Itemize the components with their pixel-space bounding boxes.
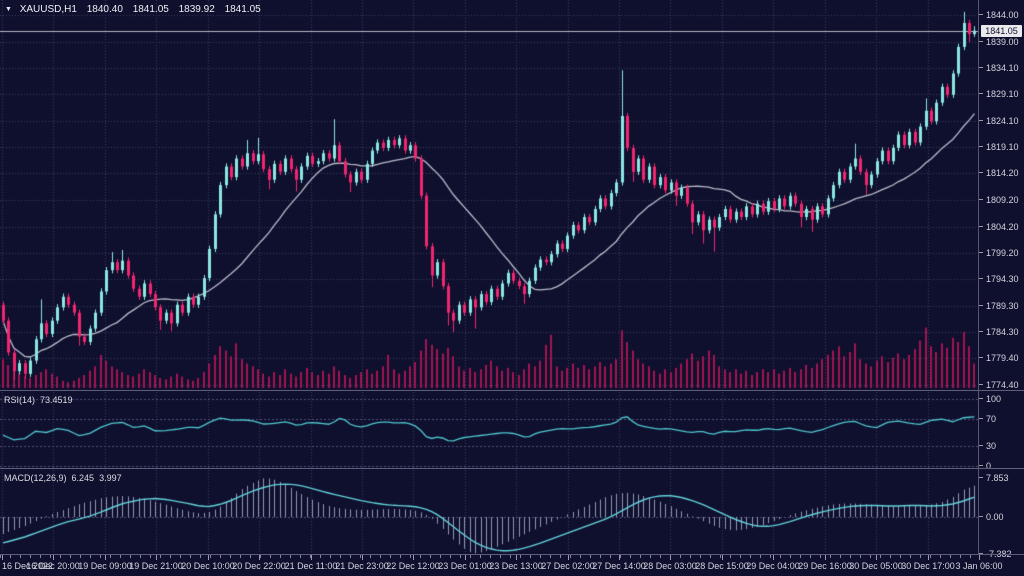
time-axis-tick [2,555,3,560]
time-axis-tick [619,555,620,560]
ohlc-close-value: 1841.05 [224,4,261,15]
rsi-panel-canvas[interactable] [0,392,978,468]
panel-separator-main-rsi[interactable] [0,390,1024,391]
rsi-value: 73.4519 [40,395,73,405]
time-axis-label: 30 Dec 17:00 [901,561,955,571]
time-axis-label: 3 Jan 06:00 [955,561,1003,571]
time-axis-tick [465,555,466,560]
time-axis-label: 19 Dec 21:00 [129,561,183,571]
symbol-marker-icon: ▼ [5,6,12,13]
price-axis-label: 1799.20 [979,248,1019,258]
time-axis-tick [53,555,54,560]
rsi-axis-label: 30 [979,441,996,451]
time-axis[interactable]: 16 Dec 2022 16 Dec 20:00 19 Dec 09:00 19 De… [0,555,1024,576]
time-axis-label: 23 Dec 13:00 [489,561,543,571]
time-axis-label: 22 Dec 12:00 [386,561,440,571]
time-axis-label: 30 Dec 05:00 [849,561,903,571]
macd-signal-value: 3.997 [99,473,122,483]
macd-main-value: 6.245 [71,473,95,483]
price-axis-label: 1829.10 [979,89,1019,99]
price-axis-label: 1844.00 [979,10,1019,20]
time-axis-label: 20 Dec 10:00 [181,561,235,571]
rsi-axis-label: 100 [979,394,1001,404]
time-axis-label: 29 Dec 04:00 [746,561,800,571]
time-axis-label: 27 Dec 14:00 [592,561,646,571]
time-axis-tick [568,555,569,560]
price-axis-label: 1779.40 [979,353,1019,363]
ohlc-low-value: 1839.92 [178,4,215,15]
time-axis-label: 21 Dec 23:00 [335,561,389,571]
price-axis[interactable]: 1844.00 1839.00 1834.10 1829.10 1824.10 1819.… [978,0,1024,559]
time-axis-label: 27 Dec 02:00 [541,561,595,571]
time-axis-label: 23 Dec 01:00 [438,561,492,571]
ohlc-high-value: 1841.05 [132,4,169,15]
macd-name: MACD(12,26,9) [4,473,67,483]
time-axis-tick [156,555,157,560]
time-axis-label: 21 Dec 11:00 [284,561,338,571]
price-axis-label: 1814.20 [979,168,1019,178]
time-axis-tick [259,555,260,560]
price-axis-label: 1839.00 [979,37,1019,47]
price-axis-label: 1784.30 [979,327,1019,337]
time-axis-tick [670,555,671,560]
time-axis-tick [876,555,877,560]
time-axis-tick [722,555,723,560]
rsi-axis-label: 70 [979,414,996,424]
price-axis-label: 1809.20 [979,195,1019,205]
time-axis-tick [825,555,826,560]
macd-axis-label: 7.853 [979,473,1009,483]
price-axis-label: 1789.30 [979,301,1019,311]
time-axis-tick [311,555,312,560]
price-axis-label: 1834.10 [979,63,1019,73]
time-axis-label: 20 Dec 22:00 [232,561,286,571]
time-axis-tick [105,555,106,560]
panel-separator-rsi-macd[interactable] [0,468,1024,469]
rsi-name: RSI(14) [4,395,36,405]
macd-axis-label: -7.382 [979,549,1012,559]
time-axis-label: 19 Dec 09:00 [78,561,132,571]
time-axis-tick [928,555,929,560]
time-axis-minor-ticks [0,555,978,558]
current-price-tag: 1841.05 [981,24,1022,37]
ohlc-open-value: 1840.40 [86,4,123,15]
price-axis-label: 1804.20 [979,222,1019,232]
time-axis-border [0,554,1024,555]
price-axis-label: 1819.10 [979,142,1019,152]
price-axis-label: 1774.40 [979,380,1019,390]
time-axis-label: 16 Dec 20:00 [26,561,80,571]
time-axis-label: 29 Dec 16:00 [798,561,852,571]
main-price-chart-canvas[interactable] [0,0,978,390]
time-axis-label: 28 Dec 15:00 [695,561,749,571]
time-axis-tick [208,555,209,560]
chart-header: ▼ XAUUSD,H1 1840.40 1841.05 1839.92 1841… [5,4,268,15]
time-axis-tick [773,555,774,560]
price-axis-label: 1794.30 [979,274,1019,284]
time-axis-tick [413,555,414,560]
rsi-axis-label: 0 [979,461,991,471]
time-axis-tick [979,555,980,560]
time-axis-label: 28 Dec 03:00 [643,561,697,571]
time-axis-label: 16 Dec 2022 [2,561,54,571]
price-axis-label: 1824.10 [979,116,1019,126]
rsi-indicator-label: RSI(14) 73.4519 [4,395,73,405]
macd-panel-canvas[interactable] [0,470,978,554]
time-axis-tick [362,555,363,560]
macd-indicator-label: MACD(12,26,9) 6.245 3.997 [4,473,122,483]
macd-axis-label: 0.00 [979,512,1004,522]
time-axis-tick [516,555,517,560]
symbol-period-label: XAUUSD,H1 [19,4,77,15]
